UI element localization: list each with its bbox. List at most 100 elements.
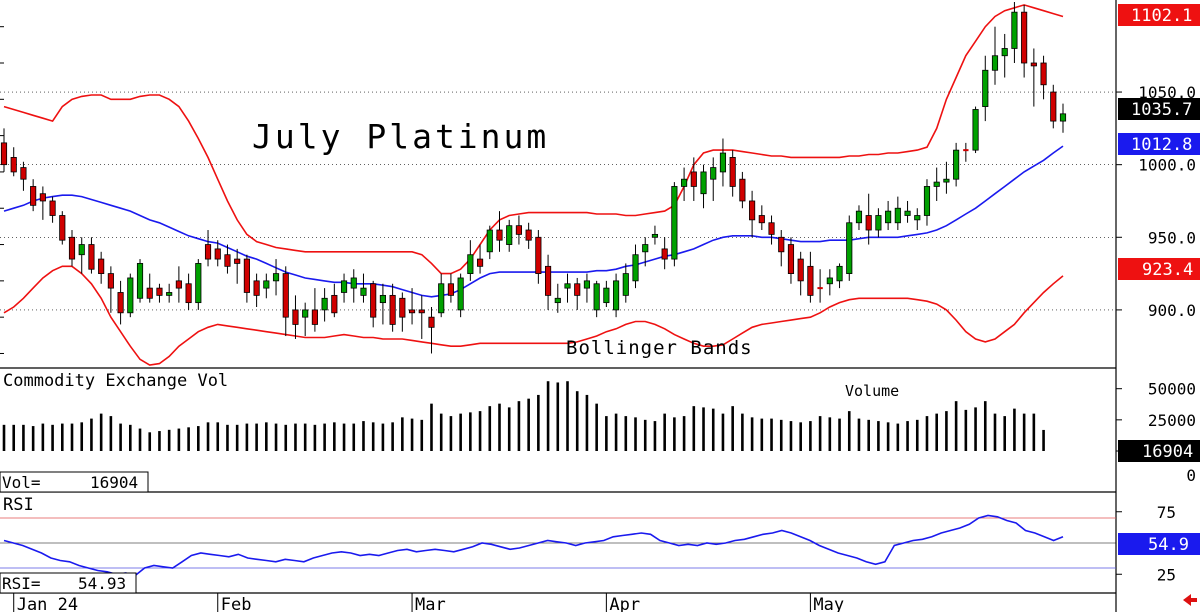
rsi-tick-label: 25	[1157, 565, 1176, 584]
candle-body	[574, 283, 581, 296]
volume-bar	[342, 423, 346, 451]
candle-body	[263, 280, 270, 289]
volume-last-badge	[1118, 440, 1200, 462]
volume-bar	[138, 428, 142, 451]
candle-body	[923, 186, 931, 216]
rsi-y-ticks: 75 25	[1116, 503, 1176, 584]
rsi-panel-title: RSI	[3, 495, 34, 515]
volume-bar	[129, 424, 132, 451]
candle-body	[350, 277, 357, 289]
volume-bars	[2, 381, 1045, 451]
volume-bar	[663, 413, 666, 451]
volume-bar	[682, 416, 686, 451]
volume-bar	[731, 406, 734, 451]
volume-bar	[983, 401, 987, 451]
candle-body	[885, 210, 892, 224]
candle-body	[778, 236, 785, 253]
candle-body	[1001, 48, 1008, 57]
candle-body	[1011, 11, 1018, 49]
volume-bar	[197, 426, 200, 451]
volume-bar	[741, 413, 744, 451]
volume-bar	[770, 418, 773, 451]
price-gridlines	[0, 26, 1116, 354]
candle-body	[943, 178, 950, 183]
volume-bar	[119, 423, 122, 451]
candle-body	[428, 316, 435, 328]
candle-body	[311, 309, 318, 325]
candle-body	[68, 236, 76, 260]
price-y-ticks: 1050.0 1000.0 950.0 900.0	[1116, 83, 1196, 320]
candle-body	[894, 207, 901, 224]
upper-band-value: 1102.1	[1131, 6, 1192, 26]
candle-body	[195, 263, 202, 304]
candle-body	[107, 273, 114, 289]
volume-bar	[167, 429, 171, 451]
volume-bar	[702, 407, 705, 451]
candle-body	[797, 258, 804, 282]
volume-bar	[1042, 429, 1045, 451]
candle-body	[991, 55, 999, 71]
rsi-line-group	[0, 514, 1116, 577]
volume-bar	[857, 418, 861, 451]
candle-body	[39, 193, 46, 202]
candle-body	[525, 229, 532, 241]
candle-body	[214, 248, 221, 260]
candle-body	[360, 287, 367, 296]
volume-bar	[362, 421, 365, 451]
candle-body	[642, 244, 649, 253]
volume-bar	[964, 409, 968, 451]
candle-body	[836, 265, 843, 282]
candle-body	[661, 248, 668, 260]
volume-bar	[1013, 408, 1016, 451]
volume-readout-label: Vol=	[2, 473, 41, 492]
candle-body	[59, 215, 66, 241]
volume-bar	[643, 419, 647, 451]
volume-bar	[993, 413, 997, 451]
x-axis-label: May	[813, 595, 844, 612]
volume-bar	[1022, 413, 1026, 451]
candle-body	[583, 280, 591, 289]
candle-body	[826, 277, 833, 285]
candle-body	[613, 280, 620, 311]
candle-body	[710, 167, 717, 180]
candle-body	[739, 178, 746, 202]
candle-body	[175, 280, 182, 289]
rsi-last-value: 54.9	[1148, 535, 1189, 555]
volume-bar	[517, 401, 521, 451]
candle-body	[379, 294, 386, 304]
candle-body	[340, 280, 348, 293]
candle-body	[535, 236, 542, 274]
scroll-left-arrow-icon[interactable]	[1183, 594, 1197, 606]
volume-bar	[245, 423, 249, 451]
x-axis-label: Mar	[415, 595, 446, 612]
rsi-last-badge	[1118, 533, 1200, 555]
volume-bar	[809, 421, 812, 451]
candle-body	[399, 297, 406, 318]
lower-band-value: 923.4	[1142, 260, 1193, 280]
volume-bar	[371, 422, 375, 451]
candle-body	[272, 273, 280, 282]
candle-body	[622, 273, 629, 296]
candle-body	[321, 297, 328, 311]
price-tick-label: 950.0	[1148, 228, 1196, 247]
volume-bar	[12, 424, 16, 451]
volume-tick-label: 25000	[1148, 411, 1196, 430]
volume-bar	[527, 398, 530, 451]
middle-band-value-badge	[1118, 133, 1200, 155]
volume-bar	[886, 422, 890, 451]
volume-bar	[99, 413, 103, 451]
volume-bar	[430, 403, 433, 451]
candle-body	[729, 157, 736, 187]
volume-bar	[605, 416, 608, 451]
volume-bar	[323, 423, 326, 451]
volume-bar	[915, 419, 919, 451]
volume-bar	[711, 408, 715, 451]
candle-body	[243, 258, 250, 293]
last-price-badge	[1118, 98, 1200, 120]
candle-body	[690, 171, 697, 187]
volume-bar	[109, 416, 113, 451]
candle-body	[749, 200, 756, 221]
middle-bollinger-band	[3, 145, 1064, 298]
volume-bar	[906, 421, 909, 451]
candle-body	[98, 258, 105, 274]
